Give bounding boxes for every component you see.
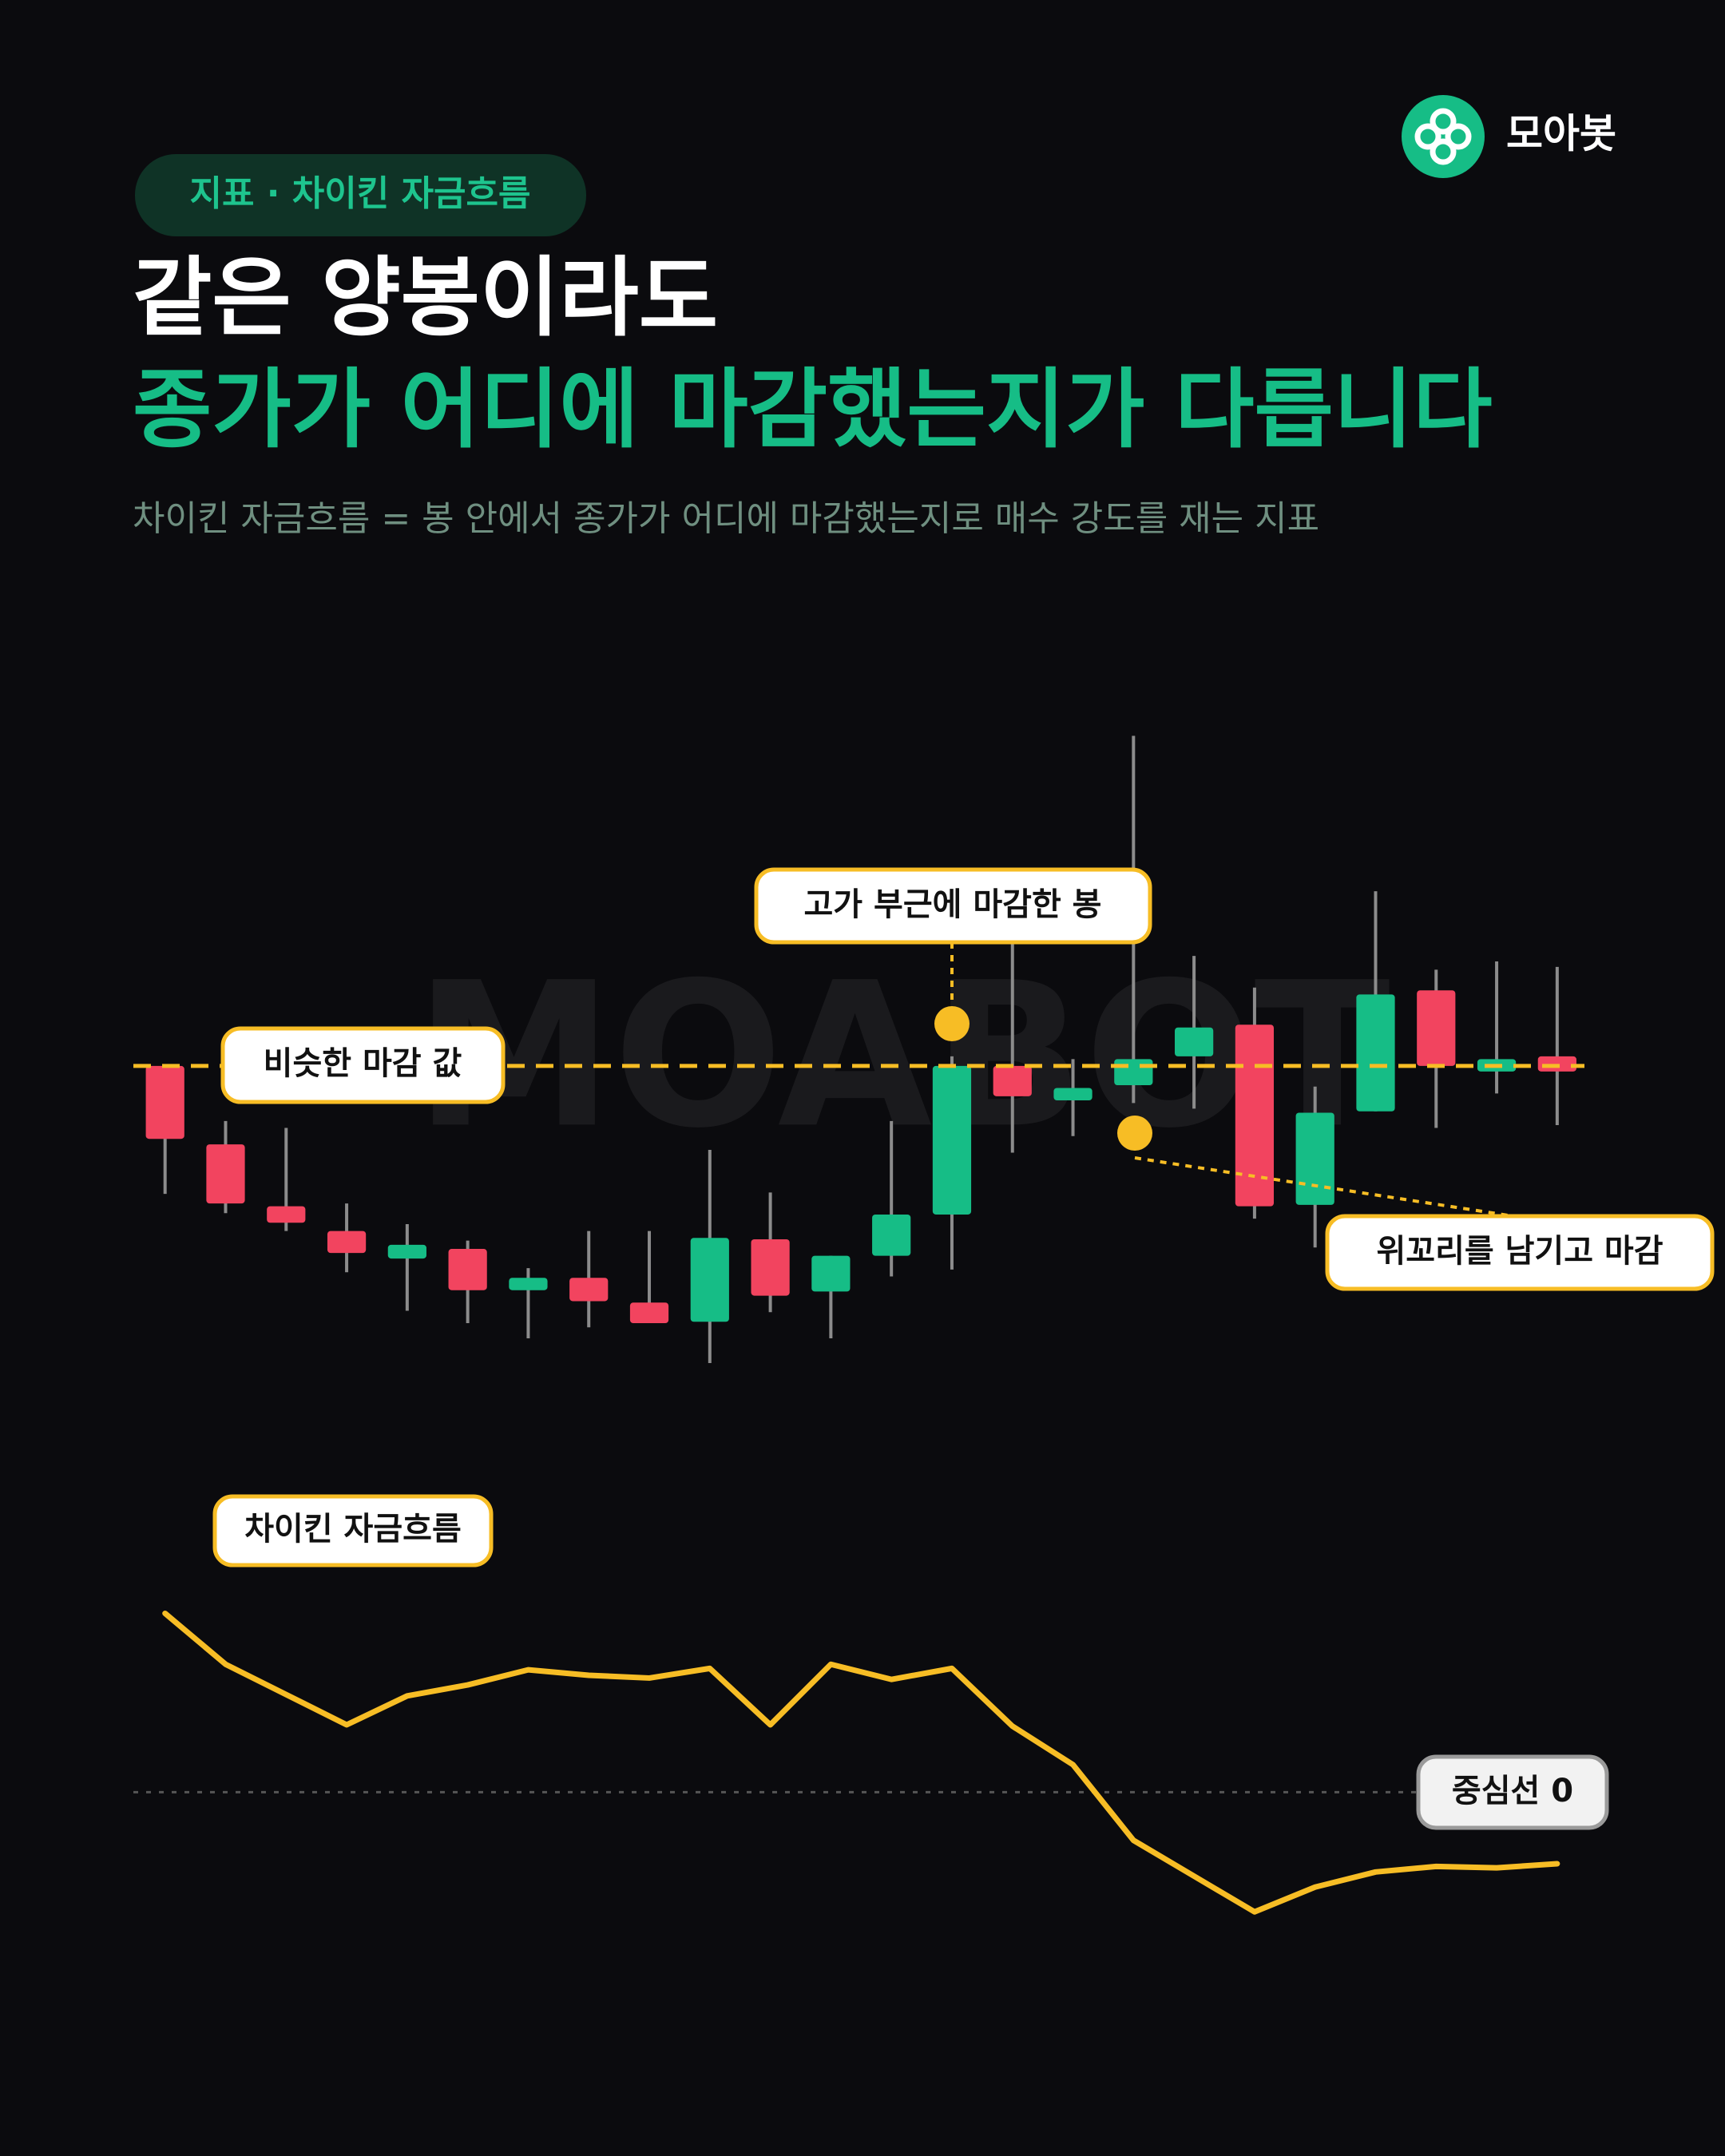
watermark: MOABOT [414, 939, 1390, 1171]
zero-label-box [1416, 1754, 1609, 1830]
candle-body [811, 1255, 851, 1292]
candle-body [387, 1244, 426, 1259]
candle-body [569, 1278, 609, 1302]
candle-body [993, 1065, 1032, 1096]
candle-body [1114, 1059, 1153, 1086]
callout-box [1325, 1214, 1715, 1291]
chart-layer [133, 735, 1584, 1915]
legend-text: 차이킨 자금흐름 [244, 1511, 462, 1548]
tag-pill [135, 154, 586, 236]
candle-body [327, 1231, 367, 1254]
candle-body [509, 1278, 548, 1290]
candle-body [1417, 990, 1456, 1066]
candle-body [145, 1065, 184, 1139]
callout-box [754, 867, 1152, 945]
candle-body [872, 1214, 911, 1256]
candle-body [1175, 1027, 1214, 1056]
brand-name: 모아봇 [1506, 111, 1616, 157]
title-line-accent: 종가가 어디에 마감했는지가 다릅니다 [133, 360, 1493, 460]
zero-label: 중심선 0 [1452, 1773, 1573, 1809]
candle-body [1295, 1112, 1334, 1205]
tag-text: 지표 · 차이킨 자금흐름 [190, 173, 531, 214]
candle-body [1235, 1024, 1275, 1207]
candle-body [1053, 1088, 1092, 1100]
legend-box [212, 1494, 494, 1567]
logo [1402, 95, 1485, 178]
candle-body [690, 1238, 729, 1322]
candle-body [206, 1144, 245, 1204]
candle-body [751, 1239, 790, 1296]
indicator-line [162, 1610, 1560, 1915]
candle-body [1537, 1056, 1576, 1072]
callout-box [220, 1026, 506, 1104]
highlight-dot [934, 1006, 970, 1041]
highlight-dot [1117, 1116, 1152, 1151]
callout-text: 고가 부근에 마감한 봉 [804, 886, 1102, 923]
candle-body [629, 1302, 669, 1324]
candle-body [448, 1249, 487, 1290]
subtitle: 차이킨 자금흐름 = 봉 안에서 종가가 어디에 마감했는지로 매수 강도를 재… [133, 498, 1319, 539]
callout-text: 위꼬리를 남기고 마감 [1376, 1233, 1663, 1270]
callout-text: 비슷한 마감 값 [264, 1045, 462, 1082]
candle-body [1356, 994, 1395, 1112]
candle-body [932, 1065, 972, 1215]
title-line: 같은 양봉이라도 [133, 248, 718, 348]
candle-body [267, 1206, 306, 1223]
